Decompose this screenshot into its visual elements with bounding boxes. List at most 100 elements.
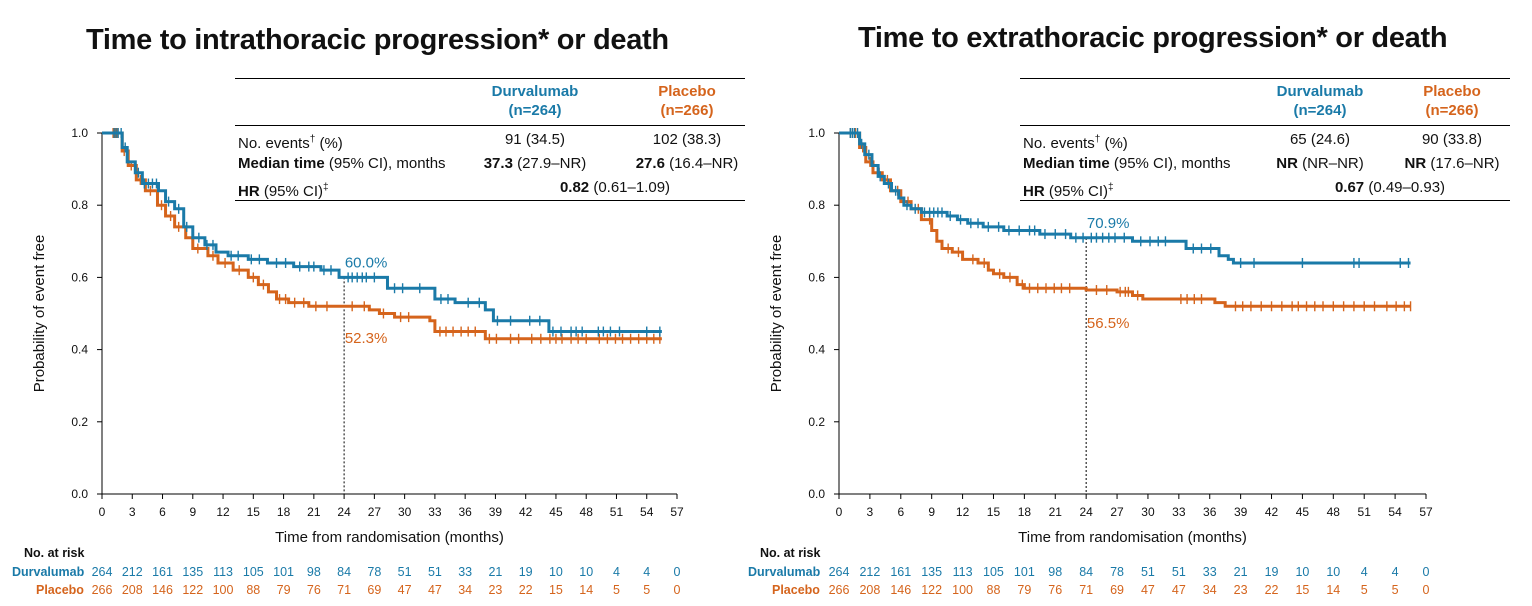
x-tick-label: 36 — [1203, 505, 1217, 519]
risk-count-durvalumab: 19 — [518, 565, 533, 579]
events-label: No. events† (%) — [1023, 134, 1128, 152]
risk-count-durvalumab: 4 — [643, 565, 651, 579]
risk-count-placebo: 47 — [427, 583, 442, 597]
durvalumab-km-curve — [102, 131, 662, 334]
x-tick-label: 30 — [1141, 505, 1155, 519]
y-axis-label: Probability of event free — [768, 235, 785, 393]
panel-intrathoracic: Time to intrathoracic progression* or de… — [12, 24, 745, 597]
risk-count-durvalumab: 21 — [1233, 565, 1248, 579]
y-tick-label: 0.4 — [71, 343, 88, 357]
placebo-km-curve — [102, 131, 662, 341]
x-tick-label: 27 — [1110, 505, 1124, 519]
x-tick-label: 39 — [1234, 505, 1248, 519]
median-placebo: NR (17.6–NR) — [1404, 155, 1500, 172]
x-axis-label: Time from randomisation (months) — [1018, 529, 1247, 546]
median-placebo: 27.6 (16.4–NR) — [635, 155, 739, 172]
durvalumab-n: (n=264) — [1293, 102, 1347, 119]
x-tick-label: 27 — [368, 505, 382, 519]
y-tick-label: 0.8 — [71, 198, 88, 212]
x-tick-label: 6 — [159, 505, 166, 519]
risk-count-durvalumab: 4 — [1360, 565, 1368, 579]
stats-table: Durvalumab (n=264) Placebo (n=266) No. e… — [235, 78, 745, 204]
risk-count-placebo: 71 — [337, 583, 352, 597]
table-rule-bottom — [235, 200, 745, 201]
risk-count-placebo: 122 — [182, 583, 204, 597]
x-tick-label: 30 — [398, 505, 412, 519]
x-tick-label: 3 — [129, 505, 136, 519]
risk-count-durvalumab: 161 — [890, 565, 912, 579]
y-tick-label: 0.0 — [71, 487, 88, 501]
x-tick-label: 45 — [1296, 505, 1310, 519]
risk-count-placebo: 5 — [1360, 583, 1368, 597]
risk-count-placebo: 69 — [367, 583, 382, 597]
risk-count-placebo: 266 — [828, 583, 850, 597]
events-durvalumab: 65 (24.6) — [1289, 131, 1351, 148]
risk-header: No. at risk — [24, 546, 85, 560]
risk-count-durvalumab: 84 — [1079, 565, 1094, 579]
risk-count-durvalumab: 264 — [828, 565, 850, 579]
table-rule-top — [1020, 78, 1510, 79]
durvalumab-header: Durvalumab — [1276, 83, 1364, 100]
risk-label-placebo: Placebo — [772, 583, 820, 597]
panel-title: Time to intrathoracic progression* or de… — [86, 24, 669, 56]
durvalumab-n: (n=264) — [508, 102, 562, 119]
risk-count-durvalumab: 212 — [859, 565, 881, 579]
durvalumab-landmark-label: 60.0% — [345, 254, 388, 271]
risk-count-durvalumab: 10 — [579, 565, 594, 579]
placebo-landmark-label: 52.3% — [345, 330, 388, 347]
events-placebo: 102 (38.3) — [652, 131, 722, 148]
events-placebo: 90 (33.8) — [1421, 131, 1483, 148]
risk-count-placebo: 79 — [1017, 583, 1032, 597]
durvalumab-km-curve — [839, 131, 1411, 265]
risk-count-placebo: 79 — [276, 583, 291, 597]
risk-count-placebo: 146 — [152, 583, 173, 597]
risk-count-placebo: 23 — [488, 583, 503, 597]
x-tick-label: 21 — [1049, 505, 1063, 519]
y-tick-label: 0.4 — [808, 343, 825, 357]
risk-count-placebo: 100 — [212, 583, 234, 597]
risk-count-placebo: 47 — [1171, 583, 1186, 597]
table-rule-top — [235, 78, 745, 79]
y-tick-label: 0.6 — [71, 270, 88, 284]
risk-count-durvalumab: 33 — [458, 565, 473, 579]
x-tick-label: 0 — [836, 505, 843, 519]
placebo-n: (n=266) — [1425, 102, 1479, 119]
risk-count-durvalumab: 113 — [952, 565, 973, 579]
risk-count-durvalumab: 0 — [673, 565, 681, 579]
risk-count-placebo: 71 — [1079, 583, 1094, 597]
risk-count-durvalumab: 51 — [397, 565, 412, 579]
placebo-header: Placebo — [658, 83, 716, 100]
x-tick-label: 12 — [216, 505, 230, 519]
x-tick-label: 42 — [519, 505, 533, 519]
risk-count-durvalumab: 51 — [1171, 565, 1186, 579]
median-label: Median time (95% CI), months — [1023, 155, 1231, 172]
x-tick-label: 3 — [867, 505, 874, 519]
y-tick-label: 0.6 — [808, 270, 825, 284]
risk-count-durvalumab: 10 — [548, 565, 563, 579]
risk-count-placebo: 15 — [1295, 583, 1310, 597]
risk-count-placebo: 76 — [306, 583, 321, 597]
x-tick-label: 42 — [1265, 505, 1279, 519]
y-tick-label: 0.0 — [808, 487, 825, 501]
risk-count-placebo: 208 — [121, 583, 143, 597]
y-tick-label: 0.2 — [71, 415, 88, 429]
km-chart-intrathoracic: 0.00.20.40.60.81.00 3 6 9 12 15 18 21 24 27 30 33 36… — [31, 126, 684, 546]
hr-value: 0.82 (0.61–1.09) — [559, 179, 671, 196]
series-placebo — [102, 128, 662, 344]
x-tick-label: 9 — [928, 505, 935, 519]
events-label: No. events† (%) — [238, 134, 343, 152]
median-label: Median time (95% CI), months — [238, 155, 446, 172]
y-axis-label: Probability of event free — [31, 235, 48, 393]
x-tick-label: 51 — [1358, 505, 1372, 519]
y-tick-label: 0.2 — [808, 415, 825, 429]
risk-count-durvalumab: 78 — [1110, 565, 1124, 579]
risk-count-durvalumab: 51 — [427, 565, 442, 579]
risk-count-durvalumab: 101 — [273, 565, 294, 579]
risk-count-placebo: 22 — [518, 583, 533, 597]
risk-count-durvalumab: 105 — [983, 565, 1004, 579]
hr-label: HR (95% CI)‡ — [238, 182, 329, 200]
risk-count-placebo: 146 — [890, 583, 912, 597]
durvalumab-header: Durvalumab — [491, 83, 579, 100]
x-tick-label: 21 — [307, 505, 321, 519]
x-tick-label: 9 — [189, 505, 196, 519]
